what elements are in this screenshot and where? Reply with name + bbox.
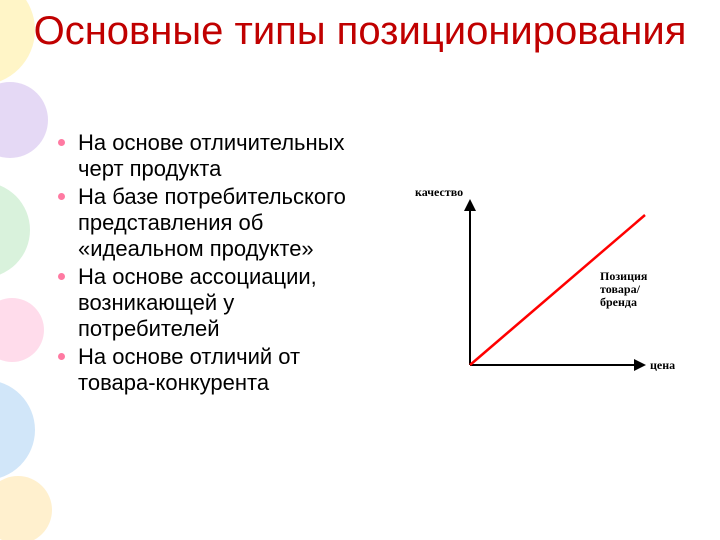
- bullet-text: На основе отличий от товара-конкурента: [78, 344, 300, 395]
- bullet-dot-icon: [58, 273, 65, 280]
- bullet-text: На базе потребительского представления о…: [78, 184, 346, 261]
- decoration-circle: [0, 182, 30, 278]
- bullet-item: На базе потребительского представления о…: [50, 184, 380, 262]
- bullet-item: На основе отличий от товара-конкурента: [50, 344, 380, 396]
- chart-annotation-line: бренда: [600, 296, 647, 309]
- decoration-circle: [0, 476, 52, 540]
- bullet-item: На основе ассоциации, возникающей у потр…: [50, 264, 380, 342]
- bullet-list: На основе отличительных черт продуктаНа …: [50, 130, 380, 398]
- bullet-dot-icon: [58, 353, 65, 360]
- slide-title: Основные типы позиционирования: [0, 10, 720, 52]
- decoration-circle: [0, 298, 44, 362]
- bullet-dot-icon: [58, 193, 65, 200]
- slide: { "title": { "text": "Основные типы пози…: [0, 0, 720, 540]
- bullet-text: На основе ассоциации, возникающей у потр…: [78, 264, 317, 341]
- chart-ylabel: качество: [415, 185, 463, 200]
- bullet-text: На основе отличительных черт продукта: [78, 130, 344, 181]
- positioning-chart: качествоценаПозициятовара/бренда: [415, 190, 675, 390]
- bullet-dot-icon: [58, 139, 65, 146]
- chart-xlabel: цена: [650, 358, 675, 373]
- chart-annotation: Позициятовара/бренда: [600, 270, 647, 310]
- decoration-circle: [0, 380, 35, 480]
- bullet-item: На основе отличительных черт продукта: [50, 130, 380, 182]
- decoration-circle: [0, 82, 48, 158]
